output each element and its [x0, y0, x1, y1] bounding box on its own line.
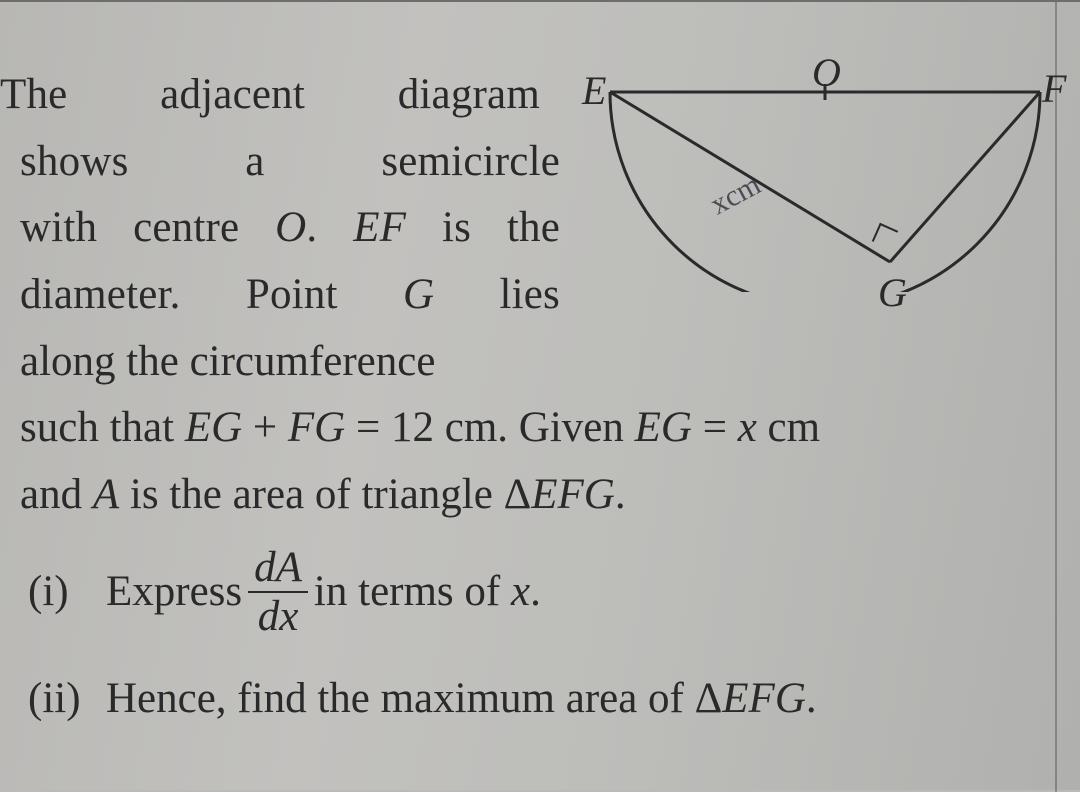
- page-scan: ) The adjacent diagram shows a semicircl…: [0, 0, 1080, 790]
- top-row: ) The adjacent diagram shows a semicircl…: [0, 62, 1055, 395]
- part-ii-text: Hence, find the maximum area of ΔEFG.: [106, 666, 817, 733]
- intro-line-5: along the circumference: [20, 329, 560, 396]
- question-content: ) The adjacent diagram shows a semicircl…: [0, 62, 1055, 733]
- label-G: G: [878, 262, 907, 324]
- condition-line-1: such that EG + FG = 12 cm. Given EG = x …: [20, 395, 1055, 462]
- part-i-number: (i): [28, 559, 106, 626]
- intro-line-3: with centre O. EF is the: [20, 195, 560, 262]
- part-i-after: in terms of x.: [314, 559, 541, 626]
- fraction-denominator: dx: [258, 593, 299, 638]
- part-i: (i) Express dA dx in terms of x.: [28, 546, 1055, 638]
- intro-line-4: diameter. Point G lies: [20, 262, 560, 329]
- label-F: F: [1042, 58, 1066, 120]
- part-ii: (ii) Hence, find the maximum area of ΔEF…: [28, 666, 1055, 733]
- intro-line-1: The adjacent diagram: [0, 62, 540, 129]
- label-O: O: [812, 42, 841, 104]
- condition-line-2: and A is the area of triangle ΔEFG.: [20, 462, 1055, 529]
- intro-line-2: shows a semicircle: [20, 129, 560, 196]
- part-ii-number: (ii): [28, 666, 106, 733]
- fraction-numerator: dA: [248, 546, 308, 593]
- part-i-before: Express: [106, 559, 242, 626]
- semicircle-diagram: E O F G xcm: [580, 62, 1075, 292]
- label-E: E: [582, 60, 606, 122]
- fraction-dA-dx: dA dx: [248, 546, 308, 638]
